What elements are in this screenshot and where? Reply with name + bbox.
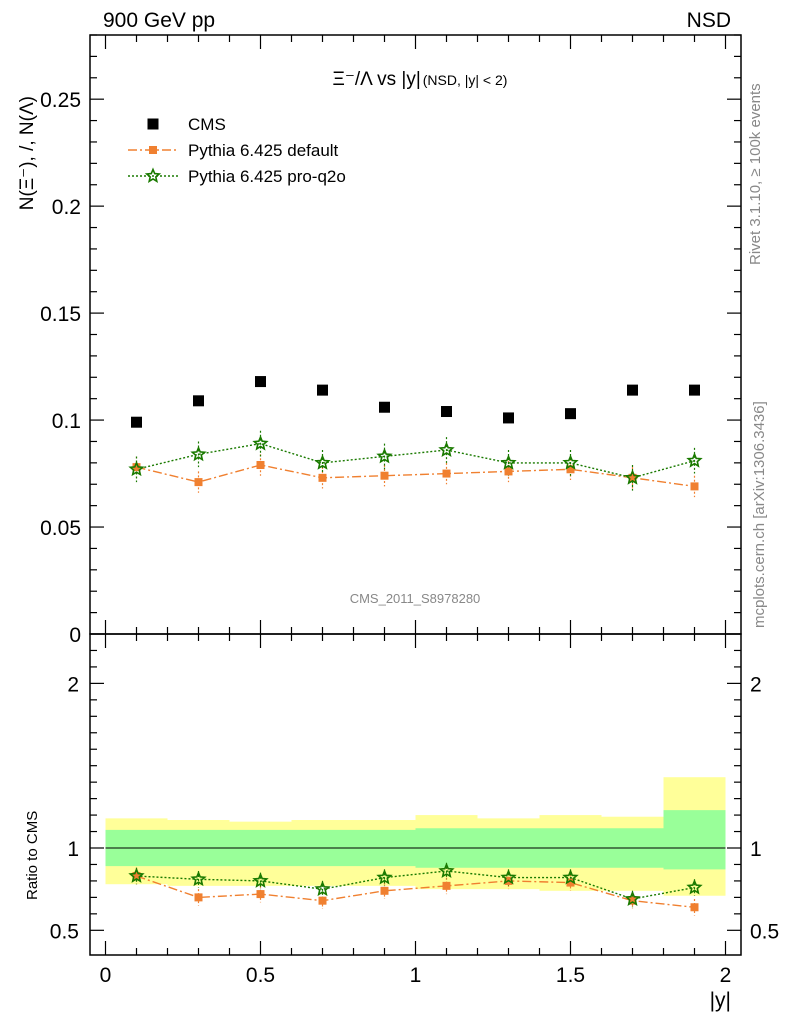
- ratio-pythia-proq2o-point-0: [128, 867, 145, 883]
- main-panel: Ξ⁻/Λ vs |y| (NSD, |y| < 2) 0 0.05 0.1 0.15 0.…: [17, 34, 742, 647]
- y-tick-label: 0: [69, 624, 81, 647]
- main-cms-point-4: [379, 401, 390, 413]
- main-cms-point-0: [131, 416, 142, 428]
- ratio-band-inner-9: [663, 810, 726, 870]
- y-tick-label: 0.1: [52, 410, 81, 433]
- ratio-y-tick-label-right: 0.5: [750, 920, 779, 943]
- main-pythia-default-point-2: [256, 460, 265, 469]
- ratio-pythia-default-point-2: [256, 890, 265, 899]
- header-right: NSD: [687, 9, 731, 32]
- ratio-ylabel: Ratio to CMS: [24, 811, 41, 900]
- ratio-pythia-default-line: [136, 875, 695, 908]
- ratio-pythia-proq2o-point-4: [376, 868, 393, 885]
- main-pythia-proq2o-point-3: [314, 454, 331, 470]
- ratio-pythia-default-point-3: [318, 896, 327, 905]
- analysis-watermark: CMS_2011_S8978280: [350, 591, 481, 606]
- main-pythia-default-point-7: [566, 465, 575, 474]
- ratio-pythia-default-point-7: [566, 878, 575, 887]
- main-pythia-proq2o-point-5: [438, 441, 455, 458]
- legend-label-pythia-default: Pythia 6.425 default: [188, 141, 339, 160]
- ratio-pythia-proq2o-point-6: [500, 868, 517, 885]
- main-pythia-proq2o-point-1: [190, 445, 207, 462]
- main-ylabel: N(Ξ⁻), /, N(Λ): [17, 96, 38, 210]
- ratio-pythia-default-point-5: [442, 881, 451, 890]
- ratio-pythia-proq2o-point-5: [438, 862, 455, 878]
- ratio-y-tick-label: 1: [67, 838, 79, 861]
- main-pythia-default-point-6: [504, 467, 513, 476]
- chart-subtitle: (NSD, |y| < 2): [423, 72, 508, 88]
- main-pythia-proq2o-point-2: [252, 435, 269, 451]
- x-tick-label: 1.5: [556, 964, 585, 987]
- ratio-pythia-proq2o-point-1: [190, 870, 207, 887]
- ratio-pythia-proq2o-point-8: [624, 890, 641, 906]
- ratio-pythia-proq2o-point-7: [562, 868, 579, 885]
- main-pythia-proq2o-point-7: [562, 454, 579, 470]
- legend-pythia-default-point-0: [149, 146, 157, 154]
- main-cms-point-6: [503, 412, 514, 424]
- x-tick-label: 0: [100, 964, 112, 987]
- y-tick-label: 0.05: [40, 517, 81, 540]
- main-title: Ξ⁻/Λ vs |y| (NSD, |y| < 2): [333, 69, 508, 90]
- main-cms-point-5: [441, 406, 452, 418]
- main-pythia-default-point-0: [132, 463, 141, 472]
- x-tick-label: 2: [720, 964, 732, 987]
- chart-title: Ξ⁻/Λ vs |y|: [333, 69, 421, 90]
- ratio-pythia-proq2o-line: [136, 870, 695, 900]
- main-pythia-default-point-5: [442, 469, 451, 478]
- main-cms-point-1: [193, 395, 204, 407]
- x-tick-label: 1: [410, 964, 422, 987]
- main-pythia-proq2o-point-4: [376, 447, 393, 464]
- ratio-y-tick-label: 2: [67, 673, 79, 696]
- ratio-pythia-proq2o-point-2: [252, 872, 269, 888]
- y-tick-label: 0.15: [40, 303, 81, 326]
- legend-pythia-proq2o-point-0: [144, 167, 162, 184]
- ratio-frame: [89, 633, 742, 956]
- main-pythia-proq2o-point-8: [624, 469, 641, 485]
- ratio-pythia-default-point-4: [380, 886, 389, 895]
- ratio-y-tick-label: 0.5: [50, 920, 79, 943]
- ratio-y-tick-label-right: 2: [750, 673, 762, 696]
- ratio-panel: 0 0.5 1 1.5 2 0.5 0.5 1 1 2 2 Ratio to CMS |y|: [24, 633, 779, 1012]
- main-cms-point-9: [689, 384, 700, 396]
- main-pythia-default-point-3: [318, 473, 327, 482]
- main-cms-point-8: [627, 384, 638, 396]
- ratio-pythia-default-point-9: [690, 903, 699, 912]
- main-pythia-proq2o-point-6: [500, 454, 517, 470]
- main-cms-point-7: [565, 408, 576, 420]
- legend-label-pythia-proq2o: Pythia 6.425 pro-q2o: [188, 167, 346, 186]
- mcplots-label: mcplots.cern.ch [arXiv:1306.3436]: [751, 401, 768, 628]
- main-pythia-proq2o-point-0: [128, 460, 145, 477]
- legend-label-cms: CMS: [188, 115, 226, 134]
- ratio-xlabel: |y|: [710, 989, 731, 1012]
- x-tick-label: 0.5: [246, 964, 275, 987]
- main-pythia-default-line: [136, 464, 695, 488]
- main-pythia-default-point-8: [628, 473, 637, 482]
- legend-cms-point-0: [147, 118, 159, 130]
- header-left: 900 GeV pp: [103, 9, 215, 32]
- legend: CMS Pythia 6.425 default Pythia 6.425 pro-…: [128, 115, 346, 186]
- ratio-pythia-default-point-1: [194, 893, 203, 902]
- ratio-pythia-proq2o-point-3: [314, 880, 331, 897]
- main-cms-point-3: [317, 384, 328, 396]
- main-pythia-default-point-1: [194, 478, 203, 487]
- ratio-pythia-default-point-8: [628, 896, 637, 905]
- ratio-pythia-proq2o-point-9: [686, 878, 703, 895]
- main-cms-point-2: [255, 376, 266, 388]
- rivet-label: Rivet 3.1.10, ≥ 100k events: [747, 83, 764, 265]
- main-pythia-default-point-9: [690, 482, 699, 491]
- y-tick-label: 0.2: [52, 196, 81, 219]
- ratio-pythia-default-point-0: [132, 871, 141, 880]
- main-pythia-proq2o-point-9: [686, 452, 703, 468]
- y-tick-label: 0.25: [40, 89, 81, 112]
- main-pythia-proq2o-line: [136, 442, 695, 479]
- ratio-y-tick-label-right: 1: [750, 838, 762, 861]
- main-pythia-default-point-4: [380, 471, 389, 480]
